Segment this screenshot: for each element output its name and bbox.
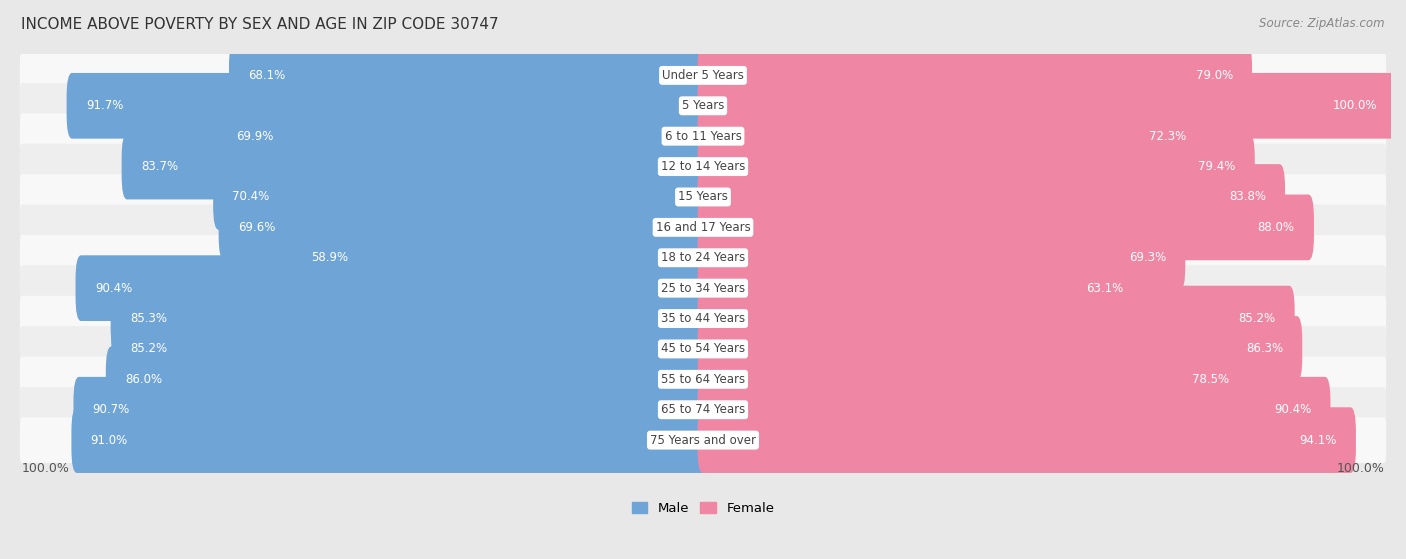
- FancyBboxPatch shape: [697, 42, 1251, 108]
- FancyBboxPatch shape: [20, 83, 1386, 129]
- FancyBboxPatch shape: [697, 134, 1254, 200]
- Text: INCOME ABOVE POVERTY BY SEX AND AGE IN ZIP CODE 30747: INCOME ABOVE POVERTY BY SEX AND AGE IN Z…: [21, 17, 499, 32]
- FancyBboxPatch shape: [111, 316, 709, 382]
- Text: Under 5 Years: Under 5 Years: [662, 69, 744, 82]
- FancyBboxPatch shape: [20, 418, 1386, 463]
- Text: 91.0%: 91.0%: [90, 434, 128, 447]
- FancyBboxPatch shape: [697, 316, 1302, 382]
- FancyBboxPatch shape: [217, 103, 709, 169]
- Text: 94.1%: 94.1%: [1299, 434, 1337, 447]
- FancyBboxPatch shape: [105, 347, 709, 412]
- Text: 45 to 54 Years: 45 to 54 Years: [661, 343, 745, 356]
- Text: 12 to 14 Years: 12 to 14 Years: [661, 160, 745, 173]
- Text: 90.4%: 90.4%: [1274, 403, 1312, 416]
- FancyBboxPatch shape: [20, 53, 1386, 98]
- Text: 75 Years and over: 75 Years and over: [650, 434, 756, 447]
- Text: 90.7%: 90.7%: [93, 403, 129, 416]
- Text: 86.3%: 86.3%: [1246, 343, 1284, 356]
- Text: 100.0%: 100.0%: [1336, 462, 1384, 476]
- FancyBboxPatch shape: [697, 347, 1249, 412]
- Text: 100.0%: 100.0%: [1333, 100, 1378, 112]
- Text: 68.1%: 68.1%: [249, 69, 285, 82]
- Text: 100.0%: 100.0%: [22, 462, 70, 476]
- FancyBboxPatch shape: [20, 296, 1386, 342]
- Text: 90.4%: 90.4%: [94, 282, 132, 295]
- FancyBboxPatch shape: [697, 408, 1355, 473]
- FancyBboxPatch shape: [20, 387, 1386, 433]
- Text: 69.6%: 69.6%: [238, 221, 276, 234]
- FancyBboxPatch shape: [20, 144, 1386, 190]
- Text: 88.0%: 88.0%: [1258, 221, 1295, 234]
- FancyBboxPatch shape: [697, 255, 1143, 321]
- Text: 79.0%: 79.0%: [1195, 69, 1233, 82]
- Text: 85.2%: 85.2%: [131, 343, 167, 356]
- Text: 6 to 11 Years: 6 to 11 Years: [665, 130, 741, 143]
- FancyBboxPatch shape: [697, 164, 1285, 230]
- Text: 63.1%: 63.1%: [1085, 282, 1123, 295]
- FancyBboxPatch shape: [20, 266, 1386, 311]
- Text: 91.7%: 91.7%: [86, 100, 124, 112]
- FancyBboxPatch shape: [72, 408, 709, 473]
- Text: 85.3%: 85.3%: [129, 312, 167, 325]
- FancyBboxPatch shape: [20, 235, 1386, 281]
- Text: 5 Years: 5 Years: [682, 100, 724, 112]
- FancyBboxPatch shape: [20, 174, 1386, 220]
- FancyBboxPatch shape: [122, 134, 709, 200]
- FancyBboxPatch shape: [73, 377, 709, 443]
- Text: 83.8%: 83.8%: [1229, 191, 1265, 203]
- Text: 58.9%: 58.9%: [312, 251, 349, 264]
- FancyBboxPatch shape: [697, 377, 1330, 443]
- Text: 35 to 44 Years: 35 to 44 Years: [661, 312, 745, 325]
- FancyBboxPatch shape: [229, 42, 709, 108]
- FancyBboxPatch shape: [20, 113, 1386, 159]
- FancyBboxPatch shape: [219, 195, 709, 260]
- Text: 85.2%: 85.2%: [1239, 312, 1275, 325]
- Text: 69.3%: 69.3%: [1129, 251, 1166, 264]
- FancyBboxPatch shape: [697, 73, 1396, 139]
- Text: 55 to 64 Years: 55 to 64 Years: [661, 373, 745, 386]
- FancyBboxPatch shape: [76, 255, 709, 321]
- FancyBboxPatch shape: [292, 225, 709, 291]
- Text: 86.0%: 86.0%: [125, 373, 162, 386]
- Text: 72.3%: 72.3%: [1150, 130, 1187, 143]
- Text: 70.4%: 70.4%: [232, 191, 270, 203]
- Text: 79.4%: 79.4%: [1198, 160, 1236, 173]
- Text: 69.9%: 69.9%: [236, 130, 273, 143]
- Text: 18 to 24 Years: 18 to 24 Years: [661, 251, 745, 264]
- FancyBboxPatch shape: [697, 195, 1315, 260]
- FancyBboxPatch shape: [214, 164, 709, 230]
- FancyBboxPatch shape: [697, 103, 1206, 169]
- FancyBboxPatch shape: [697, 286, 1295, 352]
- FancyBboxPatch shape: [20, 326, 1386, 372]
- Legend: Male, Female: Male, Female: [626, 497, 780, 520]
- FancyBboxPatch shape: [697, 225, 1185, 291]
- Text: Source: ZipAtlas.com: Source: ZipAtlas.com: [1260, 17, 1385, 30]
- FancyBboxPatch shape: [111, 286, 709, 352]
- Text: 78.5%: 78.5%: [1192, 373, 1229, 386]
- Text: 16 and 17 Years: 16 and 17 Years: [655, 221, 751, 234]
- Text: 15 Years: 15 Years: [678, 191, 728, 203]
- FancyBboxPatch shape: [20, 357, 1386, 402]
- Text: 65 to 74 Years: 65 to 74 Years: [661, 403, 745, 416]
- Text: 25 to 34 Years: 25 to 34 Years: [661, 282, 745, 295]
- FancyBboxPatch shape: [20, 205, 1386, 250]
- Text: 83.7%: 83.7%: [141, 160, 179, 173]
- FancyBboxPatch shape: [66, 73, 709, 139]
